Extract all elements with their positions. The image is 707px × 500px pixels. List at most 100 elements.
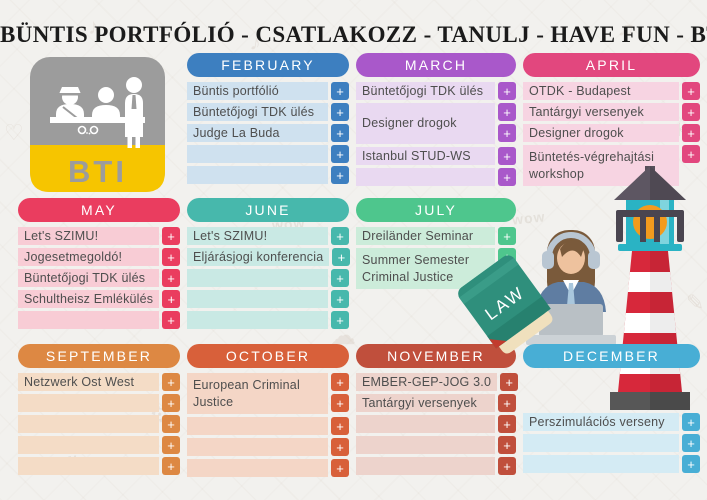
event-label: Designer drogok (356, 103, 495, 144)
event-row: Jogesetmegoldó! + (18, 248, 180, 266)
event-label (187, 417, 328, 435)
event-row: + (523, 434, 700, 452)
doodle-pencil-icon: ✎ (686, 290, 705, 315)
event-list: EMBER-GEP-JOG 3.0 + Tantárgyi versenyek … (356, 373, 519, 475)
month-card-december: DECEMBER Perszimulációs verseny + + + (523, 344, 700, 473)
add-event-button[interactable]: + (498, 82, 516, 100)
event-row: + (187, 145, 349, 163)
event-label (187, 145, 328, 163)
event-label (187, 290, 328, 308)
month-header-december: DECEMBER (523, 344, 700, 368)
add-event-button[interactable]: + (331, 311, 349, 329)
add-event-button[interactable]: + (500, 373, 519, 391)
event-row: + (356, 457, 516, 475)
event-row: Büntetőjogi TDK ülés + (187, 103, 349, 121)
event-row: + (187, 166, 349, 184)
event-list: Büntetőjogi TDK ülés + Designer drogok +… (356, 82, 516, 186)
add-event-button[interactable]: + (331, 166, 349, 184)
add-event-button[interactable]: + (331, 82, 349, 100)
add-event-button[interactable]: + (331, 103, 349, 121)
event-label: Dreiländer Seminar (356, 227, 495, 245)
event-list: Let's SZIMU! + Jogesetmegoldó! + Büntető… (18, 227, 181, 329)
event-row: + (187, 438, 349, 456)
add-event-button[interactable]: + (162, 269, 180, 287)
add-event-button[interactable]: + (682, 103, 700, 121)
add-event-button[interactable]: + (162, 415, 180, 433)
add-event-button[interactable]: + (498, 415, 516, 433)
add-event-button[interactable]: + (162, 227, 180, 245)
add-event-button[interactable]: + (498, 457, 516, 475)
add-event-button[interactable]: + (331, 394, 349, 412)
event-label: Büntetőjogi TDK ülés (18, 269, 159, 287)
add-event-button[interactable]: + (331, 124, 349, 142)
law-book-illustration: LAW (458, 255, 553, 354)
add-event-button[interactable]: + (682, 434, 700, 452)
add-event-button[interactable]: + (331, 417, 349, 435)
add-event-button[interactable]: + (682, 82, 700, 100)
add-event-button[interactable]: + (498, 147, 516, 165)
event-label (18, 436, 159, 454)
add-event-button[interactable]: + (498, 168, 516, 186)
add-event-button[interactable]: + (162, 436, 180, 454)
add-event-button[interactable]: + (162, 457, 180, 475)
event-label: Tantárgyi versenyek (356, 394, 495, 412)
event-label (187, 311, 328, 329)
add-event-button[interactable]: + (331, 227, 349, 245)
add-event-button[interactable]: + (498, 124, 516, 142)
event-label (18, 457, 159, 475)
event-row: + (18, 394, 180, 412)
event-label (187, 166, 328, 184)
event-label (18, 311, 159, 329)
month-header-november: NOVEMBER (356, 344, 516, 368)
add-event-button[interactable]: + (682, 413, 700, 431)
add-event-button[interactable]: + (498, 394, 516, 412)
add-event-button[interactable]: + (498, 103, 516, 121)
event-label: Schultheisz Emlékülés (18, 290, 160, 308)
add-event-button[interactable]: + (162, 248, 180, 266)
event-row: + (187, 459, 349, 477)
add-event-button[interactable]: + (331, 373, 349, 391)
event-row: + (187, 311, 349, 329)
add-event-button[interactable]: + (332, 248, 351, 266)
add-event-button[interactable]: + (682, 124, 700, 142)
add-event-button[interactable]: + (162, 394, 180, 412)
event-list: Netzwerk Ost West + + + + + (18, 373, 180, 475)
event-row: Netzwerk Ost West + (18, 373, 180, 391)
add-event-button[interactable]: + (498, 436, 516, 454)
event-label: Designer drogok (523, 124, 679, 142)
event-row: OTDK - Budapest + (523, 82, 700, 100)
event-label (356, 168, 495, 186)
add-event-button[interactable]: + (162, 311, 180, 329)
event-row: + (187, 269, 349, 287)
month-card-may: MAY Let's SZIMU! + Jogesetmegoldó! + Bün… (18, 198, 181, 329)
add-event-button[interactable]: + (162, 290, 181, 308)
event-row: Eljárásjogi konferencia + (187, 248, 351, 266)
event-label (187, 438, 328, 456)
event-row: Let's SZIMU! + (18, 227, 180, 245)
event-label (356, 457, 495, 475)
add-event-button[interactable]: + (331, 438, 349, 456)
event-label: Büntis portfólió (187, 82, 328, 100)
event-row: Dreiländer Seminar + (356, 227, 516, 245)
add-event-button[interactable]: + (498, 227, 516, 245)
add-event-button[interactable]: + (331, 145, 349, 163)
event-label (523, 434, 679, 452)
student-with-laptop-illustration (526, 230, 616, 345)
event-row: Tantárgyi versenyek + (523, 103, 700, 121)
month-card-november: NOVEMBER EMBER-GEP-JOG 3.0 + Tantárgyi v… (356, 344, 519, 475)
add-event-button[interactable]: + (162, 373, 180, 391)
event-label (356, 415, 495, 433)
bti-logo: BTI (30, 57, 165, 192)
month-header-july: JULY (356, 198, 516, 222)
event-row: + (187, 417, 349, 435)
event-list: OTDK - Budapest + Tantárgyi versenyek + … (523, 82, 700, 186)
add-event-button[interactable]: + (682, 145, 700, 163)
event-label: European Criminal Justice (187, 373, 328, 414)
add-event-button[interactable]: + (331, 269, 349, 287)
month-card-october: OCTOBER European Criminal Justice + + + … (187, 344, 349, 477)
add-event-button[interactable]: + (331, 290, 349, 308)
event-row: Büntis portfólió + (187, 82, 349, 100)
month-header-february: FEBRUARY (187, 53, 349, 77)
add-event-button[interactable]: + (331, 459, 349, 477)
add-event-button[interactable]: + (682, 455, 700, 473)
